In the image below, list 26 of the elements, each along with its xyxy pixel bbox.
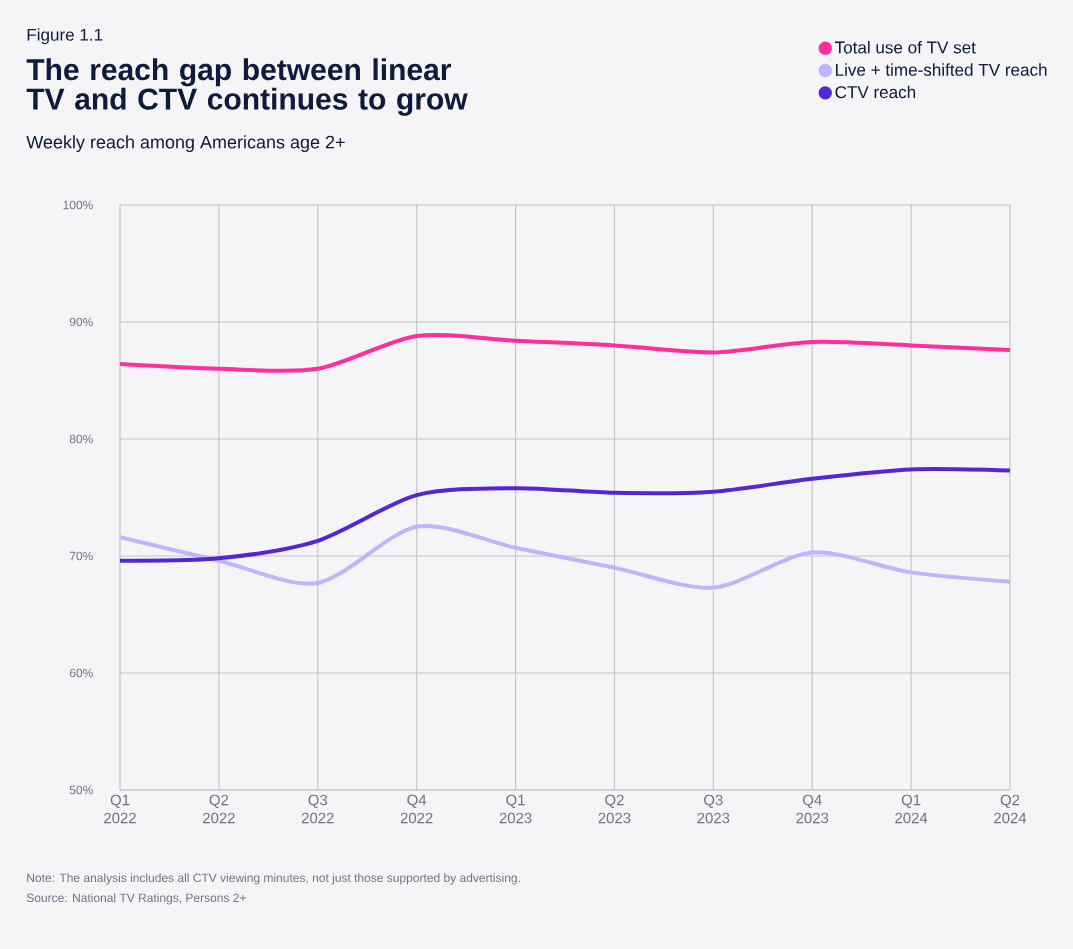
- x-tick-label: Q1 2024: [895, 794, 928, 824]
- chart-subtitle: Weekly reach among Americans age 2+: [26, 135, 345, 153]
- legend-label: Total use of TV set: [834, 40, 976, 54]
- y-tick-label: 90%: [69, 317, 93, 327]
- y-tick-label: 80%: [69, 434, 93, 444]
- legend-label: CTV reach: [835, 85, 916, 99]
- x-tick-label: Q4 2022: [400, 794, 433, 824]
- line-series: [120, 467, 1010, 563]
- caption: Figure 1.1: [27, 28, 103, 45]
- y-tick-label: 100%: [63, 200, 93, 210]
- x-tick-label: Q2 2022: [203, 794, 235, 824]
- line-series: [120, 524, 1010, 590]
- y-tick-label: 70%: [69, 551, 93, 561]
- source-note: Source: National TV Ratings, Persons 2+: [26, 893, 246, 905]
- x-tick-label: Q4 2023: [796, 794, 829, 824]
- chart-title: The reach gap between linear TV and CTV continues to grow: [26, 58, 468, 116]
- x-tick-label: Q3 2023: [697, 794, 730, 824]
- x-tick-label: Q2 2023: [598, 794, 631, 824]
- x-tick-label: Q1 2022: [104, 794, 136, 824]
- text: Note: The analysis includes all CTV viewing minutes, not just those supported by advertising.: [27, 873, 520, 885]
- y-tick-label: 50%: [69, 785, 93, 795]
- x-tick-label: Q2 2024: [994, 794, 1027, 824]
- y-tick-label: 60%: [69, 668, 93, 678]
- x-tick-label: Q1 2023: [499, 794, 532, 824]
- x-tick-label: Q3 2022: [301, 794, 334, 824]
- legend-label: Live + time-shifted TV reach: [836, 63, 1047, 76]
